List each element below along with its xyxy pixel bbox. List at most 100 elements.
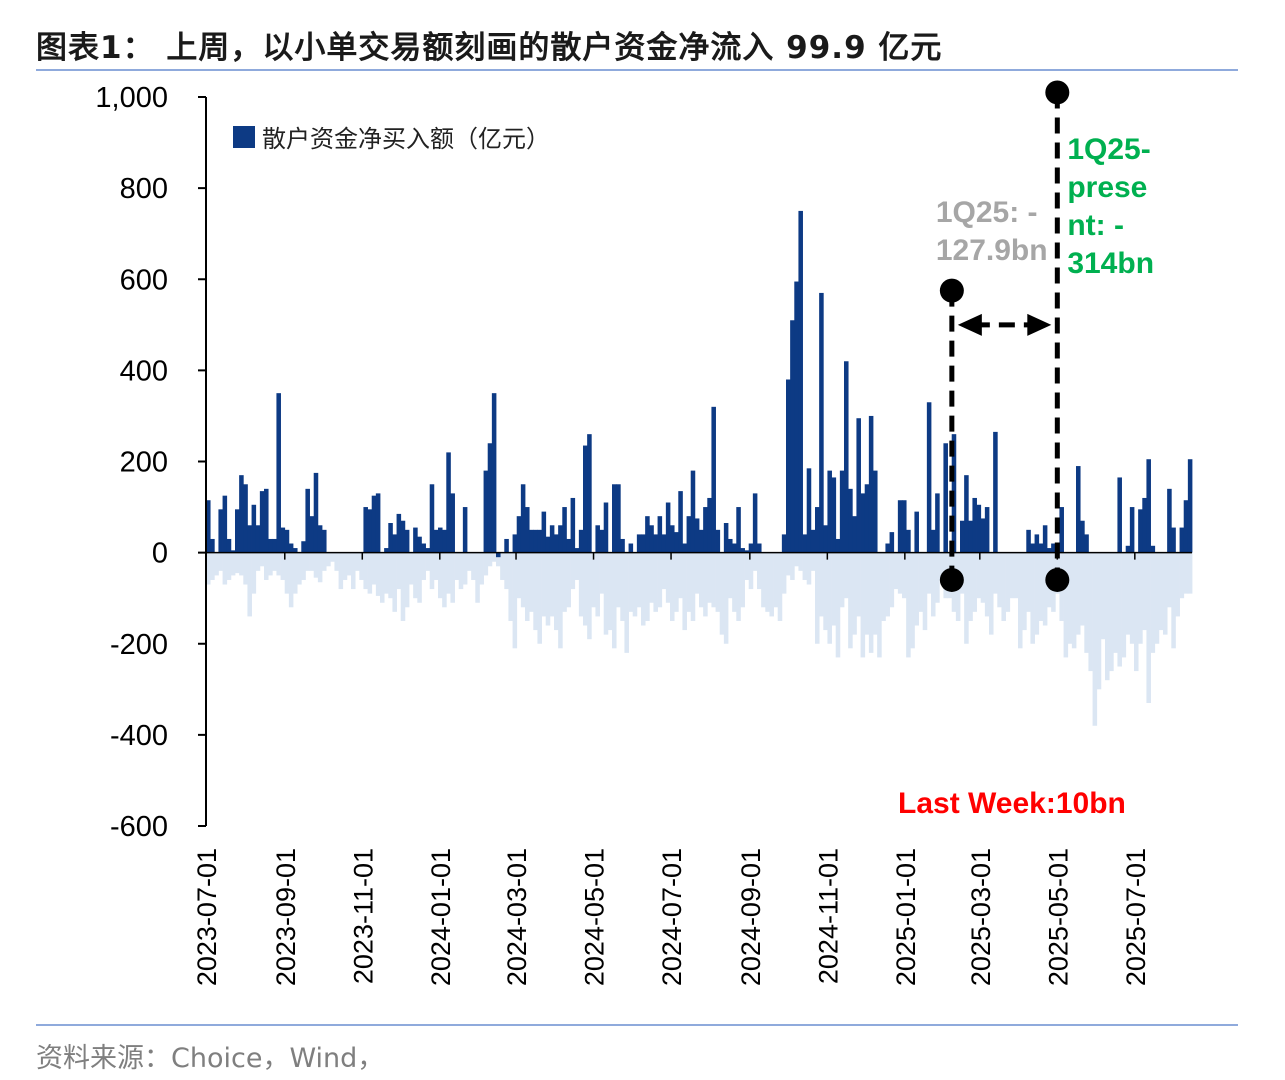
negative-bar <box>541 552 547 617</box>
negative-bar <box>1084 552 1089 653</box>
positive-bar <box>715 529 721 553</box>
negative-bar <box>790 552 795 580</box>
negative-bar <box>587 552 592 640</box>
positive-bar <box>810 529 816 553</box>
positive-bar <box>736 507 741 553</box>
negative-bar <box>384 552 389 594</box>
negative-bar <box>703 552 708 617</box>
positive-bar <box>541 511 547 553</box>
negative-bar <box>454 552 460 580</box>
positive-bar <box>868 415 874 553</box>
negative-bar <box>251 552 257 594</box>
positive-bar <box>226 538 232 553</box>
positive-bar <box>641 534 646 553</box>
negative-bar <box>980 552 986 603</box>
negative-bar <box>247 552 252 617</box>
positive-bar <box>396 513 402 553</box>
negative-bar <box>537 552 542 644</box>
negative-bar <box>222 552 228 585</box>
negative-bar <box>425 552 431 571</box>
negative-bar <box>926 552 932 594</box>
negative-bar <box>293 552 298 594</box>
positive-bar <box>322 529 327 553</box>
negative-bar <box>964 552 969 644</box>
positive-bar <box>313 472 319 553</box>
negative-bar <box>272 552 277 571</box>
x-tick-label: 2023-11-01 <box>348 848 378 984</box>
negative-bar <box>1138 552 1143 644</box>
negative-bar <box>632 552 638 617</box>
positive-bar <box>558 525 563 553</box>
positive-bar <box>264 488 269 553</box>
negative-bar <box>823 552 828 631</box>
arrow-head-right <box>1027 313 1052 336</box>
negative-bar <box>645 552 650 621</box>
positive-bar <box>587 434 592 553</box>
negative-bar <box>868 552 874 653</box>
annotation-1q25: 1Q25: - <box>936 196 1038 229</box>
negative-bar <box>334 552 339 571</box>
negative-bar <box>433 552 439 580</box>
negative-bar <box>1030 552 1035 644</box>
positive-bar <box>537 529 542 553</box>
source-note: 资料来源：Choice，Wind， <box>36 1043 385 1074</box>
negative-bar <box>1009 552 1015 599</box>
positive-bar <box>450 493 455 553</box>
negative-bar <box>1092 552 1098 726</box>
negative-bar <box>1171 552 1176 649</box>
negative-bar <box>773 552 779 608</box>
negative-bar <box>404 552 410 608</box>
negative-bar <box>748 552 754 590</box>
y-tick-label: 800 <box>120 173 168 205</box>
positive-bar <box>305 488 310 553</box>
negative-bar <box>839 552 845 608</box>
positive-bar <box>1150 545 1156 553</box>
marker-dot <box>1045 80 1070 105</box>
top-divider <box>36 69 1238 71</box>
negative-bar <box>744 552 750 580</box>
positive-bar <box>520 484 526 553</box>
negative-bar <box>599 552 605 594</box>
negative-bar <box>897 552 903 594</box>
x-tick-label: 2024-11-01 <box>813 848 843 984</box>
positive-bar <box>230 550 236 553</box>
positive-bar <box>699 529 704 553</box>
arrow-head-left <box>957 313 982 336</box>
negative-bar <box>819 552 824 617</box>
negative-bar <box>636 552 642 608</box>
positive-bar <box>661 534 667 553</box>
legend: 散户资金净买入额（亿元） <box>233 125 550 153</box>
marker-dot <box>939 278 964 303</box>
x-tick-label: 2025-07-01 <box>1121 848 1151 986</box>
negative-bar <box>711 552 716 608</box>
negative-bar <box>769 552 774 617</box>
negative-bar <box>728 552 733 599</box>
negative-bar <box>239 552 244 576</box>
positive-bar <box>926 402 932 553</box>
positive-bar <box>570 497 576 553</box>
negative-bar <box>1076 552 1081 635</box>
positive-bar <box>487 443 493 553</box>
y-tick-label: 200 <box>120 447 168 479</box>
negative-bar <box>984 552 990 617</box>
positive-bar <box>400 520 406 553</box>
negative-bar <box>914 552 919 626</box>
negative-bars <box>206 552 1193 726</box>
positive-bar <box>620 538 625 553</box>
negative-bar <box>1179 552 1185 599</box>
negative-bar <box>1175 552 1180 617</box>
negative-bar <box>935 552 940 603</box>
negative-bar <box>972 552 977 612</box>
negative-bar <box>699 552 704 608</box>
positive-bar <box>665 502 671 553</box>
positive-bar <box>1051 543 1056 553</box>
positive-bar <box>429 484 435 553</box>
negative-bar <box>1026 552 1031 612</box>
positive-bar <box>752 493 758 553</box>
positive-bar <box>583 445 588 553</box>
positive-bar <box>748 543 754 553</box>
positive-bar <box>599 529 605 553</box>
negative-bar <box>491 552 497 562</box>
negative-bar <box>694 552 700 594</box>
positive-bar <box>301 541 306 553</box>
